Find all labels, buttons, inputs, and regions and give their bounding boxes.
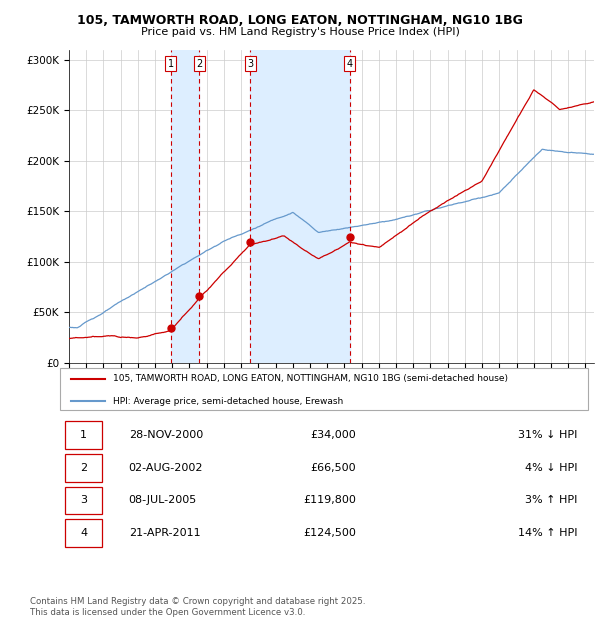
FancyBboxPatch shape (65, 454, 102, 482)
FancyBboxPatch shape (60, 368, 588, 410)
Text: 28-NOV-2000: 28-NOV-2000 (128, 430, 203, 440)
Text: £34,000: £34,000 (310, 430, 356, 440)
Text: £124,500: £124,500 (303, 528, 356, 538)
Text: 02-AUG-2002: 02-AUG-2002 (128, 463, 203, 472)
Text: 1: 1 (167, 59, 174, 69)
Text: HPI: Average price, semi-detached house, Erewash: HPI: Average price, semi-detached house,… (113, 397, 343, 405)
Text: £66,500: £66,500 (310, 463, 356, 472)
FancyBboxPatch shape (65, 421, 102, 449)
Text: £119,800: £119,800 (303, 495, 356, 505)
Text: 31% ↓ HPI: 31% ↓ HPI (518, 430, 577, 440)
FancyBboxPatch shape (65, 520, 102, 547)
FancyBboxPatch shape (65, 487, 102, 515)
Text: Contains HM Land Registry data © Crown copyright and database right 2025.
This d: Contains HM Land Registry data © Crown c… (30, 598, 365, 617)
Text: 4: 4 (347, 59, 353, 69)
Text: 3: 3 (80, 495, 87, 505)
Text: 105, TAMWORTH ROAD, LONG EATON, NOTTINGHAM, NG10 1BG: 105, TAMWORTH ROAD, LONG EATON, NOTTINGH… (77, 14, 523, 27)
Text: 14% ↑ HPI: 14% ↑ HPI (518, 528, 577, 538)
Text: 21-APR-2011: 21-APR-2011 (128, 528, 200, 538)
Text: 2: 2 (196, 59, 203, 69)
Text: 105, TAMWORTH ROAD, LONG EATON, NOTTINGHAM, NG10 1BG (semi-detached house): 105, TAMWORTH ROAD, LONG EATON, NOTTINGH… (113, 374, 508, 383)
Text: 08-JUL-2005: 08-JUL-2005 (128, 495, 197, 505)
Text: 3: 3 (247, 59, 253, 69)
Text: 4% ↓ HPI: 4% ↓ HPI (525, 463, 577, 472)
Text: 4: 4 (80, 528, 88, 538)
Text: 1: 1 (80, 430, 87, 440)
Text: 3% ↑ HPI: 3% ↑ HPI (525, 495, 577, 505)
Text: 2: 2 (80, 463, 88, 472)
Bar (250, 50, 350, 363)
Text: Price paid vs. HM Land Registry's House Price Index (HPI): Price paid vs. HM Land Registry's House … (140, 27, 460, 37)
Bar (171, 50, 199, 363)
